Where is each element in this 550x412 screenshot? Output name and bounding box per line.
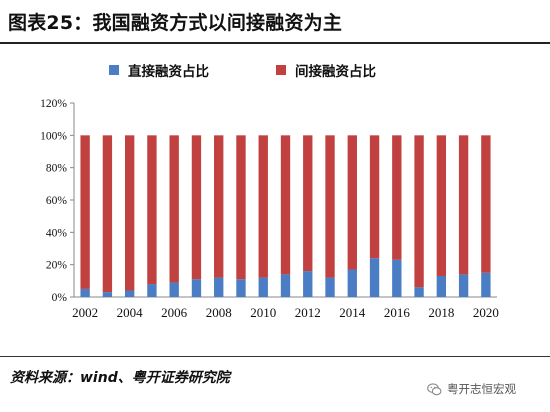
y-tick-label: 40% (46, 227, 68, 239)
y-tick-label: 0% (52, 292, 68, 304)
bar-direct (414, 287, 424, 297)
bar-direct (102, 292, 113, 297)
bar-direct (214, 277, 224, 297)
bar-indirect (303, 135, 313, 272)
bar-direct (436, 275, 447, 297)
x-tick-label: 2012 (295, 305, 321, 320)
bar-direct (347, 269, 357, 297)
bar-indirect (80, 135, 90, 289)
bar-indirect (458, 135, 469, 275)
bar-indirect (481, 135, 491, 273)
bar-indirect (347, 135, 357, 270)
bar-direct (80, 288, 90, 297)
source-note: 资料来源：wind、粤开证券研究院 (10, 370, 230, 386)
bar-indirect (147, 135, 157, 285)
y-tick-label: 80% (46, 163, 68, 175)
y-tick-label: 60% (46, 195, 68, 207)
bar-direct (147, 284, 157, 297)
x-tick-label: 2006 (161, 305, 188, 320)
source-divider (0, 356, 550, 357)
bar-direct (303, 271, 313, 297)
y-tick-label: 120% (40, 98, 67, 110)
bar-indirect (258, 135, 268, 278)
bar-indirect (325, 135, 335, 278)
bar-indirect (392, 135, 402, 260)
x-tick-label: 2008 (206, 305, 232, 320)
bar-direct (458, 274, 469, 297)
figure-title: 图表25：我国融资方式以间接融资为主 (8, 12, 343, 34)
bar-direct (392, 259, 402, 297)
x-tick-label: 2014 (339, 305, 366, 320)
y-tick-label: 100% (40, 130, 67, 142)
wechat-icon (427, 382, 442, 396)
bar-direct (236, 279, 246, 297)
legend-label-direct: 直接融资占比 (128, 64, 209, 80)
bar-indirect (414, 135, 424, 288)
bar-direct (369, 258, 380, 297)
x-tick-label: 2002 (72, 305, 98, 320)
x-tick-label: 2018 (428, 305, 454, 320)
watermark: 粤开志恒宏观 (427, 381, 516, 397)
bar-direct (325, 277, 335, 297)
bar-direct (481, 272, 491, 297)
bar-indirect (369, 135, 380, 259)
legend-label-indirect: 间接融资占比 (295, 64, 376, 80)
y-tick-label: 20% (46, 260, 68, 272)
legend-swatch-indirect (276, 65, 286, 75)
bar-indirect (236, 135, 246, 280)
watermark-label: 粤开志恒宏观 (447, 382, 516, 396)
bar-indirect (280, 135, 291, 275)
x-tick-label: 2004 (117, 305, 144, 320)
bar-direct (280, 274, 291, 297)
bar-direct (124, 290, 135, 297)
title-divider (0, 42, 550, 44)
bar-indirect (102, 135, 113, 293)
x-tick-label: 2020 (473, 305, 499, 320)
bar-indirect (169, 135, 179, 283)
bar-indirect (436, 135, 447, 276)
legend-item-indirect: 间接融资占比 (276, 60, 376, 80)
chart-legend: 直接融资占比 间接融资占比 (0, 60, 550, 82)
legend-item-direct: 直接融资占比 (109, 60, 209, 80)
bar-indirect (214, 135, 224, 278)
bar-direct (191, 279, 202, 297)
bar-indirect (124, 135, 135, 291)
bar-indirect (191, 135, 202, 280)
stacked-bar-chart: 0% 20% 40% 60% 80% 100% 120% 2002 2004 2006 2008 20… (40, 98, 499, 320)
x-tick-label: 2016 (384, 305, 411, 320)
legend-swatch-direct (109, 65, 119, 75)
bar-direct (169, 282, 179, 297)
x-tick-label: 2010 (250, 305, 276, 320)
bar-direct (258, 277, 268, 297)
